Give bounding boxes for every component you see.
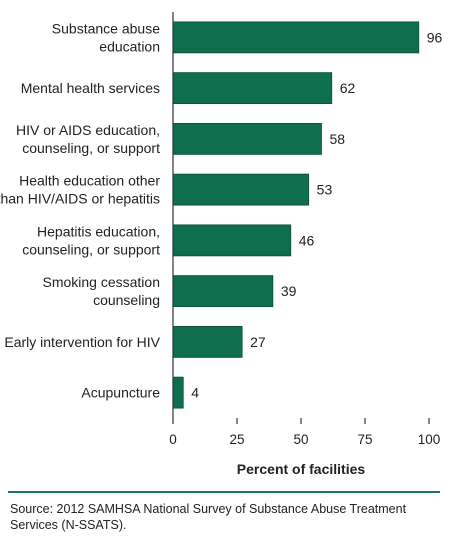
- x-tick-label: 100: [418, 432, 441, 447]
- category-label: Mental health services: [21, 80, 160, 96]
- bar: [172, 275, 274, 308]
- bar: [172, 72, 333, 105]
- x-tick-label: 75: [357, 432, 372, 447]
- bar-value-label: 96: [427, 29, 443, 45]
- category-label: Smoking cessation counseling: [42, 274, 160, 308]
- bar: [172, 173, 310, 206]
- bar: [172, 376, 184, 409]
- bar-value-label: 4: [191, 385, 199, 401]
- bar: [172, 325, 243, 358]
- x-tick-label: 0: [169, 432, 177, 447]
- bar-value-label: 58: [329, 131, 345, 147]
- bar-value-label: 27: [250, 334, 266, 350]
- category-label: Health education other than HIV/AIDS or h…: [0, 173, 160, 207]
- x-tick-label: 25: [229, 432, 244, 447]
- category-label: HIV or AIDS education, counseling, or sup…: [16, 122, 160, 156]
- category-labels: Substance abuse education Mental health se…: [0, 20, 161, 400]
- category-label: Hepatitis education, counseling, or suppo…: [22, 223, 160, 257]
- bar-value-label: 62: [340, 80, 356, 96]
- category-label: Acupuncture: [81, 385, 160, 401]
- x-tick-label: 50: [293, 432, 308, 447]
- bars: [172, 21, 420, 409]
- value-labels: 96 62 58 53 46 39 27 4: [191, 29, 442, 400]
- footer-rule: [8, 491, 440, 493]
- source-note: Source: 2012 SAMHSA National Survey of S…: [10, 502, 407, 532]
- bar: [172, 122, 322, 155]
- x-axis-title: Percent of facilities: [237, 461, 366, 477]
- bar: [172, 224, 292, 257]
- bar-value-label: 53: [317, 182, 333, 198]
- bar: [172, 21, 420, 54]
- x-axis-ticks: 0 25 50 75 100: [169, 418, 440, 447]
- bar-value-label: 46: [299, 232, 315, 248]
- category-label: Substance abuse education: [52, 20, 160, 54]
- category-label: Early intervention for HIV: [4, 334, 160, 350]
- bar-chart: Substance abuse education Mental health se…: [0, 12, 443, 477]
- bar-value-label: 39: [281, 283, 297, 299]
